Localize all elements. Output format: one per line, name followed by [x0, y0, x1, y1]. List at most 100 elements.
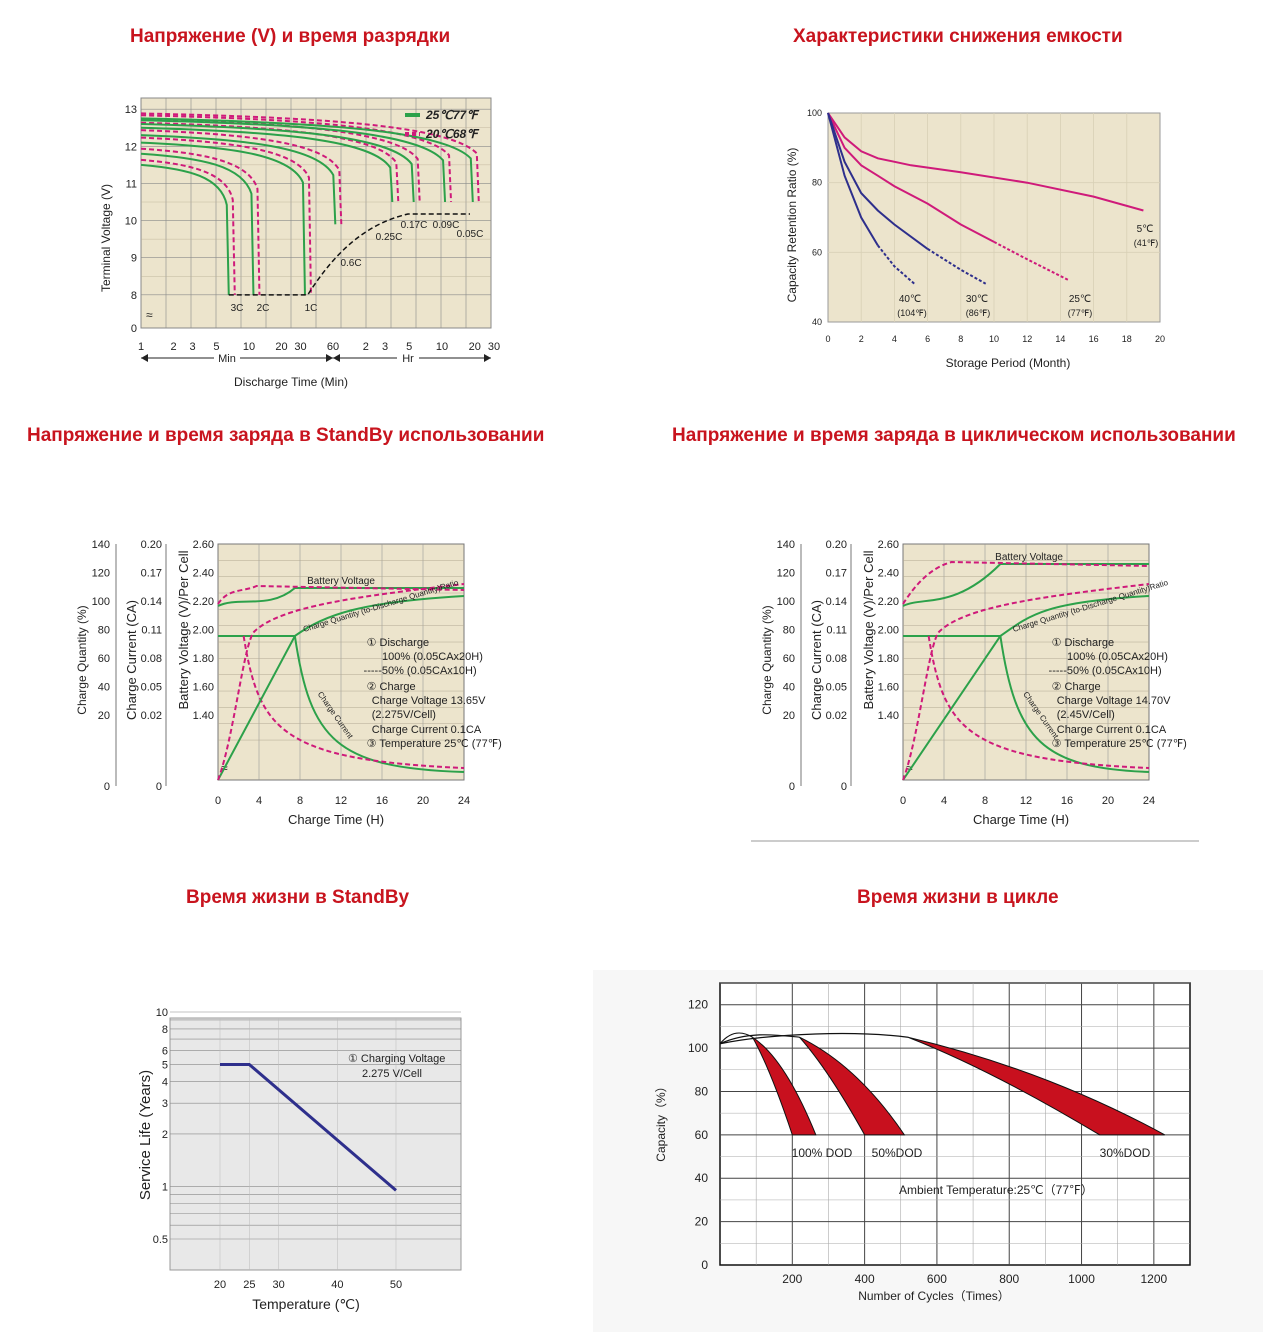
standby_charge-y-tick-quantity: 0 — [104, 781, 110, 793]
cycle_charge-note: ③ Temperature 25℃ (77℉) — [1052, 738, 1187, 750]
discharge-series-label: 3C — [231, 303, 244, 314]
cycle_charge-note: 100% (0.05CAx20H) — [1067, 651, 1168, 663]
cycle_charge-y-tick-voltage: 1.60 — [878, 682, 899, 694]
discharge-x-tick: 3 — [189, 341, 195, 353]
cycle-life-y-tick: 20 — [695, 1215, 709, 1229]
discharge-series-label: 0.17C — [401, 220, 428, 231]
discharge-curve-25c — [140, 163, 230, 295]
standby_charge-charge-current-50 — [242, 635, 465, 769]
cycle_charge-y-tick-voltage: 2.60 — [878, 539, 899, 551]
cycle_charge-y-tick-voltage: 2.00 — [878, 625, 899, 637]
cycle_charge-charge-current-100 — [903, 635, 1150, 773]
cycle-life-x-label: Number of Cycles（Times） — [858, 1289, 1010, 1303]
capacity-series-line — [827, 112, 1144, 212]
cycle_charge-charge-quantity-100 — [902, 595, 1150, 781]
cycle-life-y-label: Capacity（%） — [654, 1080, 668, 1161]
cycle_charge-y-label-voltage: Battery Voltage (V)/Per Cell — [861, 550, 876, 709]
capacity-x-tick: 20 — [1155, 334, 1165, 344]
cycle_charge-y-tick-voltage: 1.40 — [878, 710, 899, 722]
discharge-curve-20c — [140, 114, 453, 203]
cycle-life-x-tick: 200 — [782, 1272, 802, 1286]
standby_charge-y-tick-current: 0.14 — [141, 596, 162, 608]
cycle_charge-y-tick-quantity: 60 — [783, 653, 795, 665]
standby_charge-y-tick-voltage: 2.40 — [193, 568, 214, 580]
standby_charge-x-tick: 4 — [256, 795, 262, 807]
discharge-curve-25c — [140, 123, 415, 203]
title-capacity: Характеристики снижения емкости — [793, 26, 1123, 47]
cycle_charge-y-tick-quantity: 20 — [783, 710, 795, 722]
cycle_charge-y-tick-voltage: 2.20 — [878, 596, 899, 608]
standby_charge-note: Charge Voltage 13.65V — [372, 695, 486, 707]
cycle_charge-note: -----50% (0.05CAx10H) — [1049, 665, 1162, 677]
capacity-x-tick: 6 — [925, 334, 930, 344]
standby-life-y-tick: 0.5 — [153, 1234, 168, 1246]
capacity-x-tick: 8 — [958, 334, 963, 344]
cycle-life-y-tick: 40 — [695, 1171, 709, 1185]
discharge-min-bg — [214, 352, 240, 364]
cycle-life-x-tick: 800 — [999, 1272, 1019, 1286]
discharge-y-label: Terminal Voltage (V) — [99, 184, 113, 292]
discharge-curve-20c — [140, 112, 480, 203]
standby_charge-y-tick-quantity: 20 — [98, 710, 110, 722]
discharge-x-label: Discharge Time (Min) — [234, 375, 348, 389]
title-discharge: Напряжение (V) и время разрядки — [130, 26, 451, 47]
capacity-y-tick: 80 — [812, 178, 822, 188]
standby_charge-y-label-current: Charge Current (CA) — [124, 600, 139, 720]
capacity-series-label: 40℃ — [899, 294, 921, 305]
standby_charge-charge-current-100 — [218, 635, 465, 773]
discharge-x-tick: 20 — [275, 341, 287, 353]
standby-life-x-tick: 40 — [331, 1279, 343, 1291]
capacity-series-label: 25℃ — [1069, 294, 1091, 305]
standby-life-note: ① Charging Voltage — [348, 1053, 445, 1065]
standby_charge-battery-voltage-100 — [217, 587, 464, 607]
capacity-x-tick: 12 — [1022, 334, 1032, 344]
cycle-life-y-tick: 80 — [695, 1084, 709, 1098]
cycle_charge-y-tick-current: 0.11 — [826, 625, 847, 637]
capacity-series-label: 5℃ — [1137, 224, 1154, 235]
standby_charge-y-label-quantity: Charge Quantity (%) — [75, 605, 89, 714]
discharge-curve-20c — [140, 158, 236, 295]
cycle_charge-y-tick-current: 0.08 — [826, 653, 847, 665]
cycle-life-band — [799, 1036, 906, 1136]
cycle_charge-y-tick-current: 0 — [841, 781, 847, 793]
capacity-x-tick: 18 — [1122, 334, 1132, 344]
discharge-y-tick: 12 — [125, 141, 137, 153]
cycle-life-x-tick: 600 — [927, 1272, 947, 1286]
standby_charge-y-tick-quantity: 100 — [92, 596, 110, 608]
cycle_charge-charge-quantity-50 — [902, 583, 1150, 781]
cycle_charge-y-tick-current: 0.17 — [826, 568, 847, 580]
standby_charge-x-tick: 12 — [335, 795, 347, 807]
cycle_charge-note: ① Discharge — [1052, 637, 1114, 649]
cycle_charge-y-tick-voltage: 2.40 — [878, 568, 899, 580]
title-standby-life: Время жизни в StandBy — [186, 887, 410, 908]
discharge-x-tick: 20 — [469, 341, 481, 353]
standby_charge-y-tick-current: 0.20 — [141, 539, 162, 551]
discharge-curve-20c — [140, 129, 343, 225]
discharge-x-tick: 10 — [243, 341, 255, 353]
discharge-x-tick: 10 — [436, 341, 448, 353]
discharge-series-label: 2C — [257, 303, 270, 314]
discharge-x-tick: 2 — [363, 341, 369, 353]
standby-life-y-tick: 2 — [162, 1129, 168, 1141]
cycle_charge-y-tick-voltage: 1.80 — [878, 653, 899, 665]
standby_charge-note: 100% (0.05CAx20H) — [382, 651, 483, 663]
discharge-y-tick: 10 — [125, 216, 137, 228]
title-standby-charge: Напряжение и время заряда в StandBy испо… — [27, 425, 545, 446]
capacity-x-tick: 10 — [989, 334, 999, 344]
standby_charge-x-label: Charge Time (H) — [288, 812, 384, 827]
standby_charge-note: Charge Current 0.1CA — [372, 724, 482, 736]
discharge-legend-20c: 20℃68℉ — [425, 127, 480, 141]
standby_charge-y-tick-quantity: 80 — [98, 625, 110, 637]
discharge-curve-25c — [140, 117, 474, 203]
cycle-life-y-tick: 0 — [701, 1258, 708, 1272]
cycle_charge-y-tick-quantity: 40 — [783, 682, 795, 694]
discharge-final-voltage-line — [228, 213, 470, 296]
title-cycle-life: Время жизни в цикле — [857, 887, 1059, 908]
discharge-curve-25c — [140, 141, 306, 295]
standby-life-x-tick: 50 — [390, 1279, 402, 1291]
cycle_charge-axis-break: ≈ — [906, 761, 913, 775]
standby_charge-y-tick-current: 0 — [156, 781, 162, 793]
cycle-life-y-tick: 120 — [688, 998, 708, 1012]
standby_charge-y-tick-current: 0.11 — [141, 625, 162, 637]
